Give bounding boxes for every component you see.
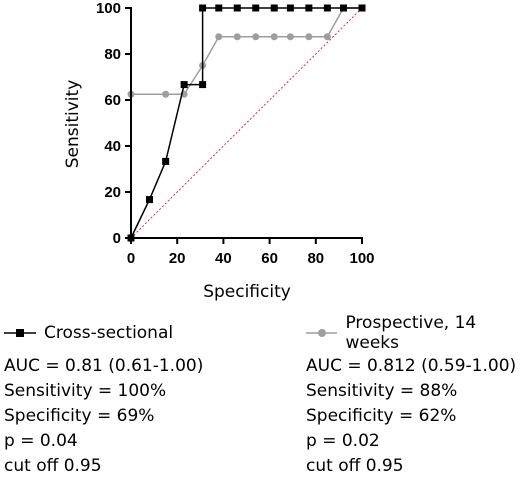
auc-text: AUC = 0.812 (0.59-1.00) [306,356,517,376]
legend-label: Cross-sectional [44,323,174,343]
y-tick-label: 40 [104,138,121,155]
cutoff-text: cut off 0.95 [4,456,102,476]
data-point-cross-sectional [323,4,331,12]
data-point-prospective-14-weeks [323,33,331,41]
data-point-prospective-14-weeks [286,33,294,41]
data-point-prospective-14-weeks [233,33,241,41]
data-point-cross-sectional [215,4,223,12]
y-axis-label: Sensitivity [63,80,83,169]
p-value-text: p = 0.02 [306,431,380,451]
specificity-text: Specificity = 69% [4,406,155,426]
legend-cross-sectional: Cross-sectional [4,322,203,344]
roc-chart: 0 20 40 60 80 100 0 20 40 60 80 100 Specificity Sen… [63,0,375,302]
legend-label: Prospective, 14 weeks [345,313,477,353]
data-point-cross-sectional [340,4,348,12]
reference-layer [130,7,363,239]
specificity-text: Specificity = 62% [306,406,457,426]
data-point-cross-sectional [252,4,260,12]
data-point-prospective-14-weeks [162,90,170,98]
y-tick-label: 80 [104,46,121,63]
data-point-prospective-14-weeks [215,33,223,41]
prospective-stats: Prospective, 14 weeks AUC = 0.812 (0.59-… [306,313,532,479]
data-point-cross-sectional [199,4,207,12]
x-tick-label: 100 [349,250,374,267]
auc-text: AUC = 0.81 (0.61-1.00) [4,356,204,376]
x-tick-label: 20 [169,250,186,267]
data-point-prospective-14-weeks [270,33,278,41]
sensitivity-text: Sensitivity = 100% [4,381,167,401]
y-tick-label: 60 [104,92,121,109]
y-tick-label: 100 [96,0,121,17]
x-axis-label: Specificity [203,282,291,302]
data-point-cross-sectional [180,81,188,89]
data-point-cross-sectional [305,4,313,12]
data-point-prospective-14-weeks [252,33,260,41]
legend-circle-marker-icon [306,329,338,337]
data-point-cross-sectional [233,4,241,12]
cutoff-text: cut off 0.95 [306,456,404,476]
data-point-cross-sectional [145,196,153,204]
data-point-prospective-14-weeks [305,33,313,41]
series-layer [127,4,366,242]
y-tick-label: 20 [104,184,121,201]
y-tick-label: 0 [113,230,121,247]
sensitivity-text: Sensitivity = 88% [306,381,458,401]
x-tick-label: 80 [307,250,324,267]
reference-diagonal-line [130,7,363,239]
cross-sectional-stats: Cross-sectional AUC = 0.81 (0.61-1.00) S… [4,322,203,479]
legend-prospective: Prospective, 14 weeks [306,313,532,353]
p-value-text: p = 0.04 [4,431,78,451]
axes-layer: 0 20 40 60 80 100 0 20 40 60 80 100 [96,0,375,267]
data-point-cross-sectional [162,157,170,165]
data-point-cross-sectional [358,4,366,12]
data-point-cross-sectional [286,4,294,12]
x-tick-label: 60 [261,250,278,267]
x-tick-label: 0 [127,250,135,267]
x-tick-label: 40 [215,250,232,267]
legend-square-marker-icon [4,329,36,337]
data-point-cross-sectional [270,4,278,12]
data-point-cross-sectional [199,81,207,89]
